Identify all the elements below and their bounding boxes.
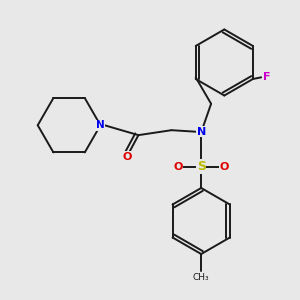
Text: O: O <box>122 152 132 162</box>
Text: O: O <box>173 161 183 172</box>
Text: O: O <box>220 161 229 172</box>
Text: CH₃: CH₃ <box>193 273 209 282</box>
Text: S: S <box>197 160 206 173</box>
Text: N: N <box>96 120 105 130</box>
Text: N: N <box>196 127 206 137</box>
Text: F: F <box>263 72 271 82</box>
